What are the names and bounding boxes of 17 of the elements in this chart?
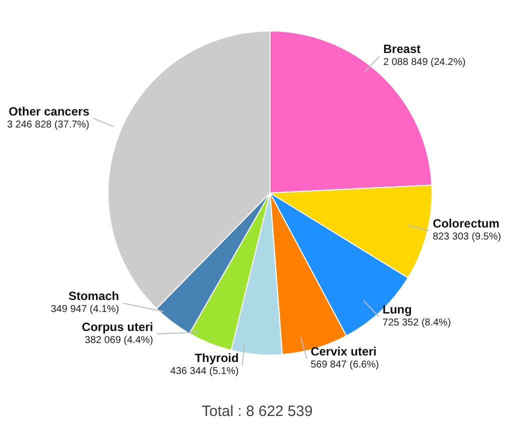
data-label: 569 847 (6.6%)	[310, 359, 379, 370]
slice-label: Cervix uteri	[310, 344, 377, 358]
slice-label: Thyroid	[194, 350, 239, 365]
text: Total : 8 622 539	[202, 402, 313, 420]
data-label: 2 088 849 (24.2%)	[383, 57, 466, 68]
data-label: 382 069 (4.4%)	[84, 335, 154, 346]
slice-label: Breast	[383, 42, 421, 56]
slice-label: Lung	[382, 302, 412, 317]
data-label: 3 246 828 (37.7%)	[7, 119, 90, 130]
slice-label: Corpus uteri	[82, 320, 154, 334]
slice-label: Other cancers	[8, 104, 90, 118]
slice-label: Stomach	[68, 289, 120, 304]
slice-label: Colorectum	[432, 216, 500, 231]
data-label: 725 352 (8.4%)	[382, 318, 451, 329]
data-label: 349 947 (4.1%)	[50, 304, 120, 316]
data-label: 436 344 (5.1%)	[170, 366, 239, 377]
data-label: 823 303 (9.5%)	[432, 232, 502, 243]
